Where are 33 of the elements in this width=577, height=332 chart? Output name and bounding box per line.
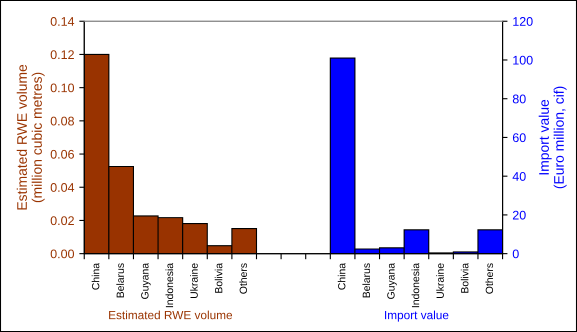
x-tick-label: Belarus — [116, 263, 124, 298]
x-tick-label: China — [338, 262, 346, 290]
x-tick-label: Indonesia — [166, 262, 174, 308]
y-tick-label: 0.02 — [50, 216, 74, 226]
x-tick-label: Ukraine — [190, 263, 198, 298]
x-tick-label: Guyana — [387, 262, 397, 299]
y2-tick-label: 20 — [512, 210, 526, 220]
y-tick-label: 0.10 — [50, 83, 74, 92]
y2-tick-label: 100 — [513, 56, 533, 65]
y-tick-label: 0.08 — [50, 116, 74, 126]
x-tick-label: Bolivia — [214, 262, 222, 293]
y-tick-label: 0.00 — [50, 249, 74, 258]
text: Import value — [385, 310, 448, 322]
y-tick-label: 0.06 — [50, 150, 74, 159]
x-tick-label: Others — [485, 263, 494, 294]
y2-tick-label: 0 — [512, 249, 519, 258]
y2-tick-label: 80 — [512, 94, 526, 104]
x-tick-label: Ukraine — [436, 263, 444, 298]
y2-axis-title: Import value (Euro million, cif) — [538, 86, 567, 188]
y2-tick-label: 60 — [512, 133, 526, 142]
x-tick-label: Others — [239, 263, 247, 294]
y-tick-label: 0.12 — [50, 50, 74, 60]
y2-tick-label: 40 — [512, 172, 526, 181]
y2-tick-label: 120 — [513, 17, 533, 26]
y-tick-label: 0.14 — [50, 17, 74, 26]
x-tick-label: China — [92, 262, 100, 290]
y-tick-label: 0.04 — [50, 183, 74, 192]
text: Estimated RWE volume — [109, 310, 232, 320]
y-axis-title: Estimated RWE volume (million cubic metres) — [16, 64, 45, 210]
x-tick-label: Guyana — [141, 262, 151, 299]
x-tick-label: Indonesia — [412, 262, 420, 308]
x-tick-label: Bolivia — [460, 262, 468, 293]
x-tick-label: Belarus — [362, 263, 370, 298]
